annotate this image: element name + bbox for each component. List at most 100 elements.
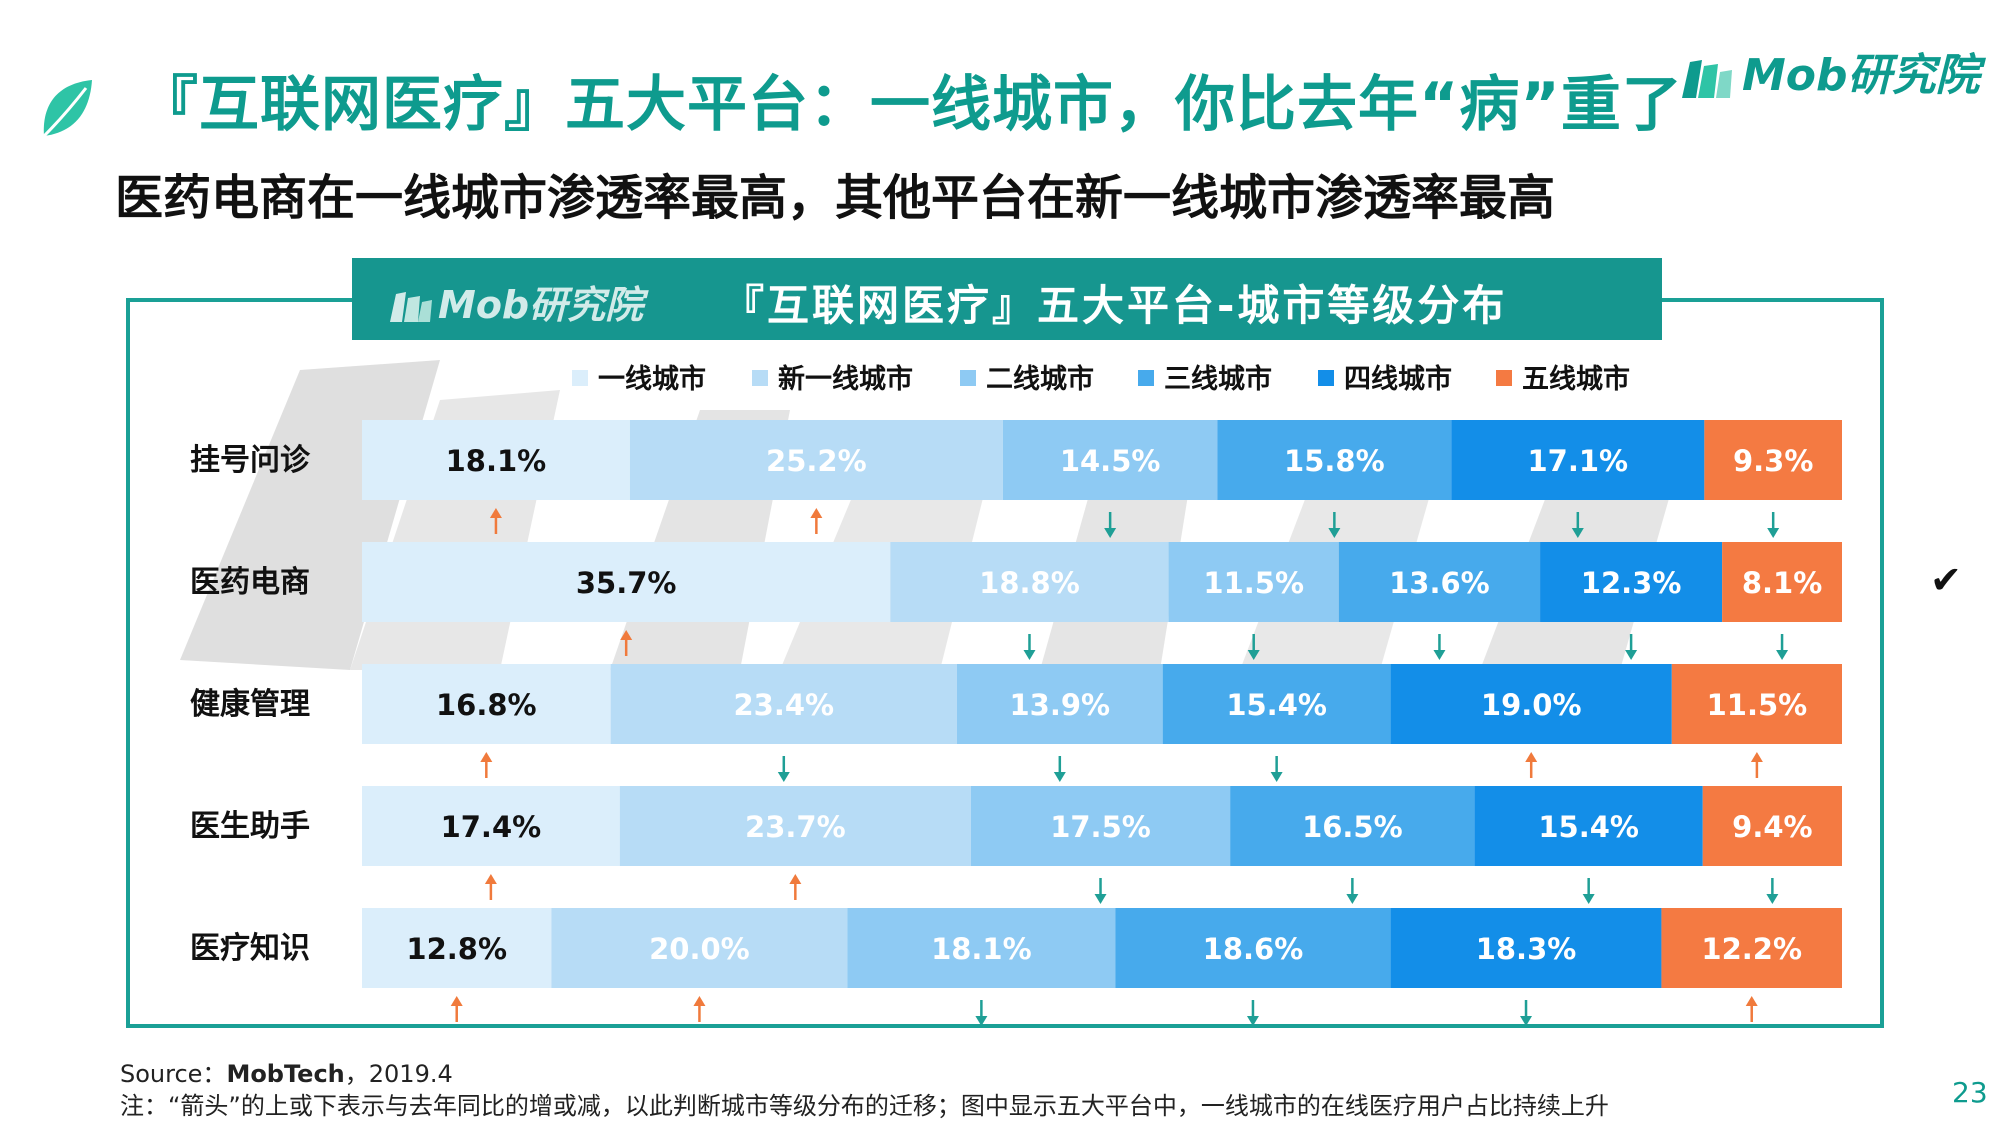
bar-segment [619, 786, 971, 866]
bar-segment [629, 420, 1003, 500]
bar-segment [1390, 908, 1662, 988]
bar-segment [1115, 908, 1391, 988]
data-label: 18.1% [931, 932, 1032, 966]
data-label: 15.4% [1226, 688, 1327, 722]
data-label: 15.8% [1284, 444, 1385, 478]
bar-segment [890, 542, 1169, 622]
down-arrow-head-icon [1582, 894, 1595, 904]
down-arrow-head-icon [1023, 650, 1036, 660]
bar-segment [1162, 664, 1391, 744]
bar-segment [1702, 786, 1842, 866]
category-label: 医疗知识 [190, 931, 310, 966]
data-label: 16.8% [436, 688, 537, 722]
bar-segment [610, 664, 957, 744]
data-label: 25.2% [766, 444, 867, 478]
bar-segment [362, 786, 620, 866]
down-arrow-head-icon [1766, 894, 1779, 904]
data-label: 18.1% [446, 444, 547, 478]
down-arrow-head-icon [1433, 650, 1446, 660]
data-label: 11.5% [1203, 566, 1304, 600]
legend-swatch [1138, 370, 1154, 386]
check-mark-icon: ✔ [1930, 558, 1962, 602]
data-label: 12.8% [406, 932, 507, 966]
category-label: 医生助手 [190, 809, 310, 844]
down-arrow-head-icon [1520, 1016, 1533, 1026]
legend-swatch [1496, 370, 1512, 386]
bar-segment [970, 786, 1231, 866]
mob-logo-icon [1682, 60, 1732, 98]
up-arrow-head-icon [789, 874, 802, 884]
legend-label: 一线城市 [598, 363, 706, 395]
legend-swatch [1318, 370, 1334, 386]
category-label: 挂号问诊 [190, 443, 311, 478]
chart-title: 『互联网医疗』五大平台-城市等级分布 [722, 281, 1508, 330]
legend-label: 三线城市 [1164, 363, 1272, 395]
subtitle: 医药电商在一线城市渗透率最高，其他平台在新一线城市渗透率最高 [115, 170, 1556, 226]
header-brand-logo: Mob研究院 [388, 274, 643, 329]
data-label: 12.2% [1701, 932, 1802, 966]
mob-logo-icon [390, 291, 432, 322]
bar-segment [1002, 420, 1218, 500]
data-label: 14.5% [1060, 444, 1161, 478]
data-label: 17.4% [441, 810, 542, 844]
bar-segment [1661, 908, 1842, 988]
legend-swatch [572, 370, 588, 386]
category-label: 健康管理 [190, 687, 310, 722]
data-label: 11.5% [1707, 688, 1808, 722]
data-label: 12.3% [1581, 566, 1682, 600]
data-label: 35.7% [576, 566, 677, 600]
down-arrow-head-icon [1346, 894, 1359, 904]
legend-swatch [752, 370, 768, 386]
source-org: MobTech [226, 1060, 345, 1088]
data-label: 18.3% [1476, 932, 1577, 966]
bar-segment [847, 908, 1116, 988]
data-label: 23.4% [733, 688, 834, 722]
up-arrow-head-icon [1750, 752, 1763, 762]
chart-header: Mob研究院 『互联网医疗』五大平台-城市等级分布 [352, 258, 1662, 340]
legend-swatch [960, 370, 976, 386]
legend-label: 新一线城市 [778, 363, 913, 395]
bar-segment [1474, 786, 1703, 866]
data-label: 13.9% [1010, 688, 1111, 722]
down-arrow-head-icon [1270, 772, 1283, 782]
bar-segment [1451, 420, 1705, 500]
bar-segment [1704, 420, 1842, 500]
bar-segment [1671, 664, 1842, 744]
source-label: Source： [120, 1060, 227, 1088]
brand-logo: Mob研究院 [1678, 36, 1980, 106]
up-arrow-head-icon [450, 996, 463, 1006]
down-arrow-head-icon [1625, 650, 1638, 660]
source-line: Source：MobTech，2019.4 [120, 1054, 453, 1089]
down-arrow-head-icon [1571, 528, 1584, 538]
up-arrow-head-icon [810, 508, 823, 518]
data-label: 20.0% [649, 932, 750, 966]
bar-segment [362, 420, 630, 500]
data-label: 13.6% [1389, 566, 1490, 600]
leaf-icon [42, 80, 92, 138]
up-arrow-head-icon [1525, 752, 1538, 762]
down-arrow-head-icon [1247, 650, 1260, 660]
bar-segment [956, 664, 1163, 744]
legend-label: 五线城市 [1522, 363, 1630, 395]
data-label: 16.5% [1302, 810, 1403, 844]
page-number: 23 [1952, 1076, 1988, 1109]
up-arrow-head-icon [693, 996, 706, 1006]
data-label: 8.1% [1742, 566, 1822, 600]
bar-segment [551, 908, 848, 988]
down-arrow-head-icon [1767, 528, 1780, 538]
footnote: 注：“箭头”的上或下表示与去年同比的增或减，以此判断城市等级分布的迁移；图中显示… [120, 1092, 1609, 1120]
category-label: 医药电商 [190, 565, 310, 600]
down-arrow-head-icon [975, 1016, 988, 1026]
data-label: 9.4% [1732, 810, 1812, 844]
bar-segment [362, 908, 552, 988]
bar-segment [1217, 420, 1452, 500]
down-arrow-head-icon [1094, 894, 1107, 904]
data-label: 17.5% [1050, 810, 1151, 844]
bar-segment [1168, 542, 1339, 622]
data-label: 15.4% [1538, 810, 1639, 844]
data-label: 19.0% [1481, 688, 1582, 722]
down-arrow-head-icon [1053, 772, 1066, 782]
bar-segment [1338, 542, 1541, 622]
bar-segment [362, 542, 891, 622]
